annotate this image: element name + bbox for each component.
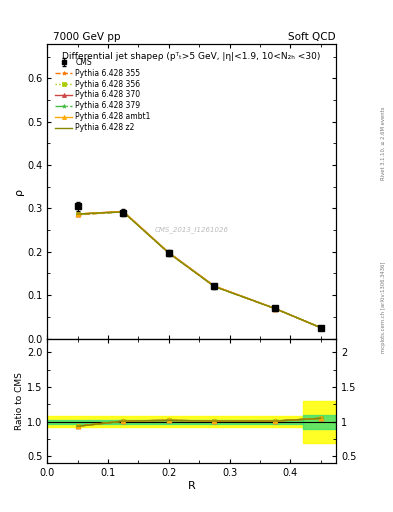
Pythia 6.428 370	[166, 249, 171, 255]
Pythia 6.428 355	[273, 306, 277, 312]
Pythia 6.428 379	[273, 306, 277, 312]
Pythia 6.428 370	[212, 283, 217, 289]
Pythia 6.428 379	[166, 250, 171, 256]
Pythia 6.428 355	[75, 212, 80, 218]
Text: mcplots.cern.ch [arXiv:1306.3436]: mcplots.cern.ch [arXiv:1306.3436]	[381, 262, 386, 353]
Pythia 6.428 z2	[75, 211, 80, 217]
Pythia 6.428 379	[75, 211, 80, 218]
Pythia 6.428 355	[121, 209, 125, 215]
Legend: CMS, Pythia 6.428 355, Pythia 6.428 356, Pythia 6.428 370, Pythia 6.428 379, Pyt: CMS, Pythia 6.428 355, Pythia 6.428 356,…	[54, 56, 152, 134]
Line: Pythia 6.428 370: Pythia 6.428 370	[75, 209, 323, 330]
Pythia 6.428 356	[318, 325, 323, 331]
Pythia 6.428 355	[212, 284, 217, 290]
X-axis label: R: R	[188, 481, 195, 491]
Pythia 6.428 356	[121, 209, 125, 215]
Pythia 6.428 370	[318, 325, 323, 331]
Pythia 6.428 ambt1	[212, 283, 217, 289]
Pythia 6.428 355	[166, 250, 171, 256]
Text: 7000 GeV pp: 7000 GeV pp	[53, 32, 121, 42]
Pythia 6.428 ambt1	[273, 306, 277, 312]
Pythia 6.428 355	[318, 325, 323, 331]
Pythia 6.428 z2	[212, 284, 217, 290]
Pythia 6.428 370	[121, 208, 125, 215]
Line: Pythia 6.428 z2: Pythia 6.428 z2	[77, 212, 321, 328]
Text: Differential jet shapeρ (pᵀₜ>5 GeV, |η|<1.9, 10<N₂ₕ <30): Differential jet shapeρ (pᵀₜ>5 GeV, |η|<…	[62, 52, 321, 61]
Pythia 6.428 379	[212, 284, 217, 290]
Y-axis label: ρ: ρ	[14, 187, 24, 195]
Pythia 6.428 ambt1	[318, 325, 323, 331]
Pythia 6.428 z2	[318, 325, 323, 331]
Line: Pythia 6.428 379: Pythia 6.428 379	[75, 209, 323, 330]
Text: Soft QCD: Soft QCD	[288, 32, 335, 42]
Pythia 6.428 370	[75, 211, 80, 217]
Text: Rivet 3.1.10, ≥ 2.6M events: Rivet 3.1.10, ≥ 2.6M events	[381, 106, 386, 180]
Pythia 6.428 356	[273, 306, 277, 312]
Line: Pythia 6.428 ambt1: Pythia 6.428 ambt1	[75, 209, 323, 330]
Pythia 6.428 ambt1	[121, 208, 125, 215]
Y-axis label: Ratio to CMS: Ratio to CMS	[15, 372, 24, 430]
Pythia 6.428 ambt1	[75, 211, 80, 217]
Pythia 6.428 370	[273, 306, 277, 312]
Pythia 6.428 z2	[166, 250, 171, 256]
Text: CMS_2013_I1261026: CMS_2013_I1261026	[154, 226, 229, 233]
Pythia 6.428 379	[318, 325, 323, 331]
Pythia 6.428 z2	[273, 306, 277, 312]
Pythia 6.428 356	[212, 284, 217, 290]
Line: Pythia 6.428 356: Pythia 6.428 356	[75, 209, 323, 330]
Pythia 6.428 356	[75, 211, 80, 217]
Pythia 6.428 356	[166, 249, 171, 255]
Pythia 6.428 ambt1	[166, 249, 171, 255]
Pythia 6.428 z2	[121, 209, 125, 215]
Pythia 6.428 379	[121, 209, 125, 215]
Line: Pythia 6.428 355: Pythia 6.428 355	[75, 209, 323, 330]
